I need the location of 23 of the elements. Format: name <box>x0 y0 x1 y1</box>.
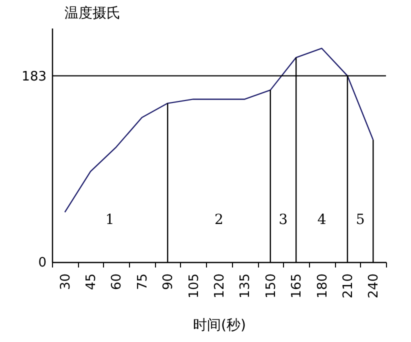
x-tick-label: 90 <box>161 274 176 290</box>
annotation: 4 <box>317 212 326 228</box>
y-tick-label: 0 <box>38 256 46 270</box>
y-tick-label: 183 <box>22 69 46 84</box>
annotation: 2 <box>214 212 224 228</box>
x-tick-label: 105 <box>186 274 202 298</box>
x-tick-label: 60 <box>110 274 125 290</box>
x-tick-label: 240 <box>366 274 382 298</box>
x-tick-label: 135 <box>238 274 254 298</box>
x-tick-label: 45 <box>84 274 100 290</box>
x-tick-label: 210 <box>340 274 356 298</box>
x-tick-label: 180 <box>315 274 330 298</box>
x-tick-label: 75 <box>135 274 150 290</box>
x-tick-label: 30 <box>58 274 74 290</box>
x-axis-title: 时间(秒) <box>193 317 246 334</box>
x-tick-label: 165 <box>290 274 305 298</box>
annotation: 3 <box>278 212 288 228</box>
line-series <box>64 48 374 213</box>
x-tick-label: 150 <box>264 274 279 298</box>
x-tick-label: 120 <box>212 274 228 298</box>
annotation: 1 <box>105 212 114 228</box>
y-axis-title: 温度摄氏 <box>64 6 120 22</box>
annotation: 5 <box>356 212 365 228</box>
